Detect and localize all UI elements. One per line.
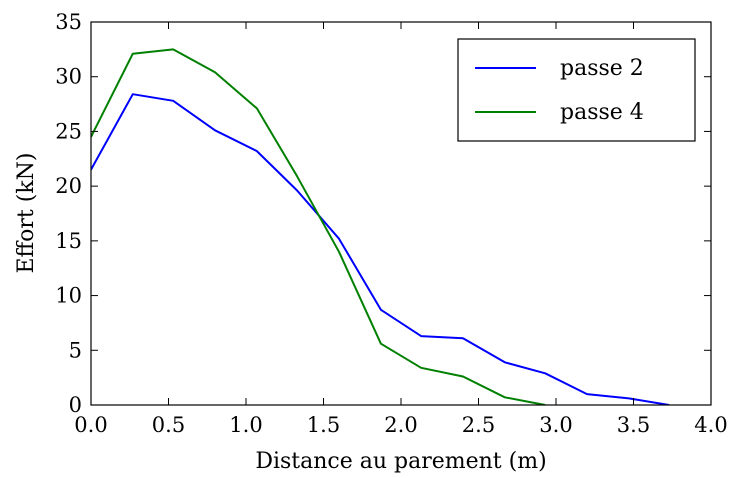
x-tick-label: 3.0 <box>539 413 572 437</box>
x-tick-label: 0.0 <box>74 413 107 437</box>
legend: passe 2 passe 4 <box>457 38 696 142</box>
y-tick-label: 15 <box>55 229 82 253</box>
legend-label-passe-2: passe 2 <box>560 56 644 81</box>
y-tick-label: 0 <box>69 393 82 417</box>
y-tick-label: 25 <box>55 119 82 143</box>
x-tick-label: 1.0 <box>229 413 262 437</box>
x-tick-label: 2.5 <box>462 413 495 437</box>
legend-box <box>457 38 696 142</box>
x-tick-label: 2.0 <box>384 413 417 437</box>
x-tick-label: 3.5 <box>617 413 650 437</box>
ticks-layer <box>90 21 712 406</box>
x-tick-label: 1.5 <box>307 413 340 437</box>
y-tick-label: 10 <box>55 284 82 308</box>
y-tick-label: 20 <box>55 174 82 198</box>
legend-label-passe-4: passe 4 <box>560 100 644 125</box>
y-tick-label: 35 <box>55 10 82 34</box>
x-tick-label: 0.5 <box>152 413 185 437</box>
y-tick-label: 5 <box>69 338 82 362</box>
series-layer <box>91 48 670 405</box>
x-axis-label: Distance au parement (m) <box>255 449 546 474</box>
y-tick-label: 30 <box>55 65 82 89</box>
tick-labels: 0.0 0.5 1.0 1.5 2.0 2.5 3.0 3.5 4.0 0 5 10 15 20 25 30 3… <box>55 10 727 437</box>
y-axis-label: Effort (kN) <box>14 152 39 273</box>
x-tick-label: 4.0 <box>694 413 727 437</box>
series-line-passe-4 <box>91 48 546 405</box>
series-line-passe-2 <box>91 93 670 405</box>
